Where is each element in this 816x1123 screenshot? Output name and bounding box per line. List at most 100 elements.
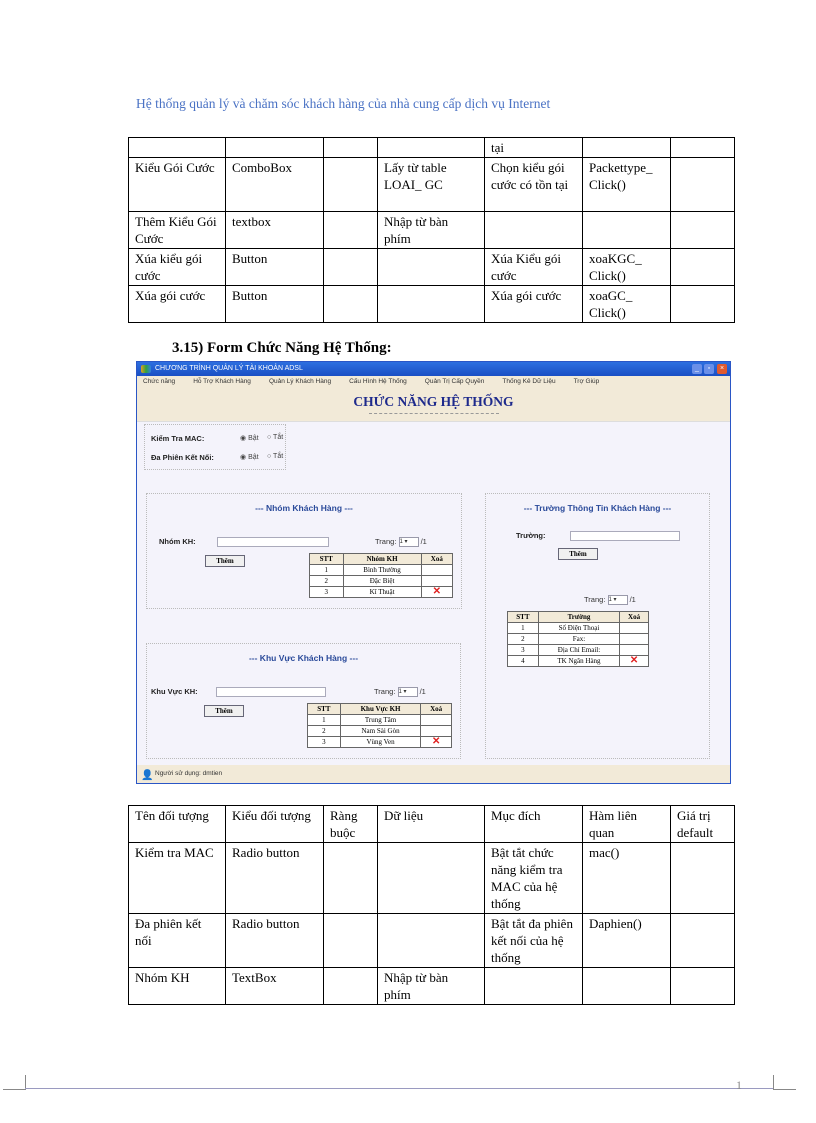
table-cell <box>582 211 671 249</box>
table-row: Nhóm KH TextBox Nhập từ bàn phím <box>128 967 735 1005</box>
group-input[interactable] <box>217 537 329 547</box>
customer-group-panel: --- Nhóm Khách Hàng --- Nhóm KH: Thêm Tr… <box>146 493 462 609</box>
table-cell <box>323 285 378 323</box>
menu-item[interactable]: Quản Lý Khách Hàng <box>268 378 332 385</box>
delete-cell <box>619 622 649 634</box>
table-cell: Tên đối tượng <box>128 805 226 843</box>
close-icon[interactable]: × <box>717 364 727 374</box>
table-cell: Kiểu Gói Cước <box>128 157 226 212</box>
table-cell <box>484 211 583 249</box>
table-cell: Xúa gói cước <box>484 285 583 323</box>
table-cell: Chọn kiểu gói cước có tồn tại <box>484 157 583 212</box>
delete-x-icon[interactable]: ✕ <box>431 736 441 747</box>
mac-off-radio[interactable]: ○ Tắt <box>267 434 284 441</box>
page-number: 1 <box>736 1078 742 1092</box>
customer-field-panel: --- Trường Thông Tin Khách Hàng --- Trườ… <box>485 493 710 759</box>
table-row: Kiểm tra MAC Radio button Bật tắt chức năn… <box>128 842 735 914</box>
column-header: STT <box>309 553 344 565</box>
table-cell: Packettype_ Click() <box>582 157 671 212</box>
name-cell: Fax: <box>537 633 621 645</box>
minimize-icon[interactable]: _ <box>692 364 702 374</box>
pager: Trang: 1 ▾ /1 <box>584 595 636 606</box>
delete-cell <box>420 725 452 737</box>
mac-on-radio[interactable]: ◉ Bật <box>240 435 259 442</box>
table-cell: Kiểu đối tượng <box>225 805 324 843</box>
status-bar: 👤 Người sử dụng: dmtien <box>137 765 730 783</box>
menu-item[interactable]: Chức năng <box>143 378 176 385</box>
table-row: 1 Số Điện Thoại <box>507 622 649 634</box>
maximize-icon[interactable]: ▫ <box>704 364 714 374</box>
table-cell: xoaGC_ Click() <box>582 285 671 323</box>
multi-session-label: Đa Phiên Kết Nối: <box>151 453 214 462</box>
column-header: Xoá <box>420 703 452 715</box>
table-cell: tại <box>484 137 583 158</box>
table-row: 3 Vùng Ven ✕ <box>307 736 452 748</box>
stt-cell: 3 <box>307 736 341 748</box>
column-header: Khu Vực KH <box>339 703 422 715</box>
table-cell: textbox <box>225 211 324 249</box>
delete-x-icon[interactable]: ✕ <box>629 655 639 666</box>
multi-off-radio[interactable]: ○ Tắt <box>267 453 284 460</box>
menu-item[interactable]: Trợ Giúp <box>573 378 600 385</box>
group-field-label: Nhóm KH: <box>159 537 196 546</box>
add-group-button[interactable]: Thêm <box>205 555 245 567</box>
menu-item[interactable]: Thống Kê Dữ Liệu <box>502 378 556 385</box>
table-cell: xoaKGC_ Click() <box>582 248 671 286</box>
table-cell <box>670 248 735 286</box>
stt-cell: 2 <box>309 575 344 587</box>
delete-cell[interactable]: ✕ <box>420 736 452 748</box>
table-cell <box>323 913 378 968</box>
object-table: Tên đối tượng Kiểu đối tượng Ràng buộc Dữ l… <box>128 805 735 1005</box>
stt-cell: 2 <box>307 725 341 737</box>
table-cell: Nhập từ bàn phím <box>377 967 485 1005</box>
pager: Trang: 1 ▾ /1 <box>375 537 427 548</box>
pager: Trang: 1 ▾ /1 <box>374 687 426 698</box>
page-select[interactable]: 1 ▾ <box>607 595 628 606</box>
app-window-screenshot: CHƯƠNG TRÌNH QUẢN LÝ TÀI KHOẢN ADSL _ ▫ … <box>136 361 731 784</box>
table-row: 2 Đặc Biệt <box>309 575 454 587</box>
delete-cell <box>619 633 649 645</box>
area-input[interactable] <box>216 687 326 697</box>
page-heading: CHỨC NĂNG HỆ THỐNG <box>353 394 514 409</box>
page-select[interactable]: 1 ▾ <box>397 687 418 698</box>
table-cell <box>670 285 735 323</box>
menu-item[interactable]: Quản Trị Cấp Quyền <box>424 378 485 385</box>
table-cell <box>377 842 485 914</box>
page-heading-band: CHỨC NĂNG HỆ THỐNG <box>137 387 730 422</box>
table-row: 2 Fax: <box>507 633 649 645</box>
field-input[interactable] <box>570 531 680 541</box>
table-row: tại <box>128 137 735 158</box>
table-cell: Nhập từ bàn phím <box>377 211 485 249</box>
table-cell <box>323 842 378 914</box>
table-row: 1 Trung Tâm <box>307 714 452 726</box>
customer-area-panel: --- Khu Vực Khách Hàng --- Khu Vực KH: T… <box>146 643 461 759</box>
table-cell: Giá trị default <box>670 805 735 843</box>
table-header: STT Trường Xoá <box>507 611 649 623</box>
delete-cell[interactable]: ✕ <box>619 655 649 667</box>
table-header: STT Nhóm KH Xoá <box>309 553 454 565</box>
table-cell: Button <box>225 248 324 286</box>
menu-bar: Chức năng Hỗ Trợ Khách Hàng Quản Lý Khách … <box>137 376 730 387</box>
corner-mark <box>3 1075 26 1090</box>
add-area-button[interactable]: Thêm <box>204 705 244 717</box>
add-field-button[interactable]: Thêm <box>558 548 598 560</box>
delete-cell[interactable]: ✕ <box>420 586 454 598</box>
name-cell: Bình Thường <box>342 564 422 576</box>
user-icon: 👤 <box>141 770 154 781</box>
table-row: Xúa kiểu gói cước Button Xúa Kiểu gói cước… <box>128 248 735 286</box>
table-cell: TextBox <box>225 967 324 1005</box>
name-cell: Đặc Biệt <box>342 575 422 587</box>
table-cell <box>323 211 378 249</box>
table-cell: Thêm Kiểu Gói Cước <box>128 211 226 249</box>
stt-cell: 1 <box>507 622 539 634</box>
menu-item[interactable]: Hỗ Trợ Khách Hàng <box>193 378 251 385</box>
object-table-continued: tại Kiểu Gói Cước ComboBox Lấy từ table LOA… <box>128 137 735 323</box>
multi-on-radio[interactable]: ◉ Bật <box>240 454 259 461</box>
page-select[interactable]: 1 ▾ <box>398 537 419 548</box>
delete-x-icon[interactable]: ✕ <box>432 586 441 597</box>
menu-item[interactable]: Cấu Hình Hệ Thống <box>349 378 407 385</box>
delete-cell <box>420 714 452 726</box>
table-row: 4 TK Ngân Hàng ✕ <box>507 655 649 667</box>
window-title: CHƯƠNG TRÌNH QUẢN LÝ TÀI KHOẢN ADSL <box>155 365 303 372</box>
